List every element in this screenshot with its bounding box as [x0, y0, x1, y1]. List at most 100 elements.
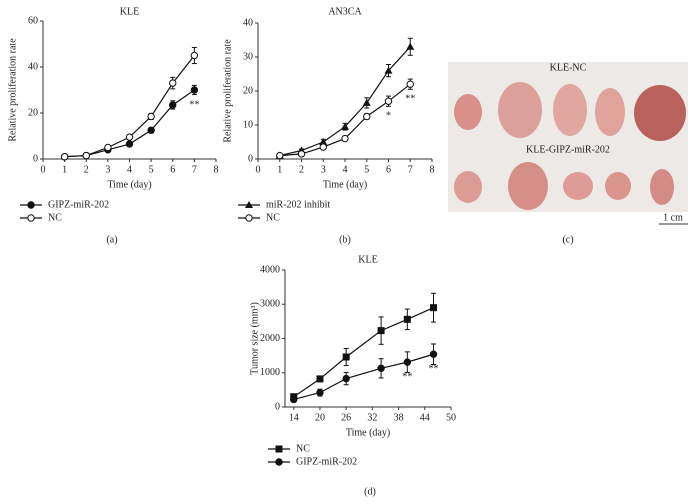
- y-tick-label: 4000: [260, 264, 280, 275]
- marker: [406, 42, 415, 50]
- x-tick-label: 50: [446, 412, 456, 423]
- marker: [377, 327, 385, 335]
- x-tick-label: 7: [408, 164, 413, 175]
- marker: [316, 375, 324, 383]
- x-tick-label: 5: [149, 164, 154, 175]
- legend-marker: [245, 201, 253, 208]
- chart-title: KLE: [120, 6, 139, 17]
- y-tick-label: 0: [33, 153, 38, 164]
- marker: [316, 388, 324, 397]
- marker: [342, 374, 350, 383]
- y-tick-label: 40: [28, 61, 38, 72]
- marker: [104, 143, 112, 152]
- significance-label: **: [405, 93, 415, 104]
- marker: [384, 66, 393, 74]
- y-tick-label: 2000: [260, 333, 280, 344]
- x-tick-label: 7: [192, 164, 197, 175]
- tumor: [508, 162, 548, 210]
- x-tick-label: 4: [343, 164, 348, 175]
- x-tick-label: 44: [420, 412, 430, 423]
- marker: [319, 138, 328, 145]
- marker: [377, 364, 385, 372]
- y-axis-label: Relative proliferation rate: [7, 38, 18, 142]
- legend-label: NC: [266, 212, 280, 223]
- legend-marker: [245, 214, 253, 222]
- marker: [190, 51, 199, 60]
- tumor: [553, 84, 587, 136]
- legend-label: miR-202 inhibit: [266, 199, 330, 210]
- marker: [342, 353, 350, 361]
- tumor: [498, 82, 542, 138]
- tumor: [650, 169, 674, 205]
- marker: [429, 350, 438, 358]
- y-tick-label: 10: [243, 119, 253, 130]
- y-tick-label: 20: [243, 85, 253, 96]
- series-line: [293, 353, 434, 401]
- marker: [290, 395, 298, 404]
- marker: [362, 98, 371, 106]
- y-tick-label: 3000: [260, 299, 280, 310]
- tumor: [454, 171, 482, 203]
- legend-label: NC: [296, 443, 310, 454]
- y-tick-label: 0: [275, 401, 280, 412]
- x-axis-label: Time (day): [107, 179, 151, 190]
- series-line: [293, 307, 434, 398]
- marker: [276, 151, 284, 160]
- marker: [169, 79, 177, 87]
- scale-bar-label: 1 cm: [663, 212, 683, 223]
- marker: [60, 153, 69, 161]
- marker: [363, 112, 371, 121]
- marker: [190, 86, 199, 94]
- significance-label: **: [402, 371, 412, 382]
- x-axis-label: Time (day): [323, 179, 367, 190]
- marker: [147, 112, 155, 121]
- x-tick-label: 1: [62, 164, 67, 175]
- significance-label: **: [429, 364, 439, 375]
- x-tick-label: 0: [256, 164, 261, 175]
- y-tick-label: 0: [248, 153, 253, 164]
- marker: [297, 150, 306, 158]
- marker: [147, 126, 155, 134]
- marker: [169, 101, 177, 109]
- tumor-photo: KLE-NC KLE-GIPZ-miR-202 1 cm (c): [448, 62, 688, 245]
- marker: [403, 358, 412, 366]
- x-tick-label: 20: [315, 412, 325, 423]
- y-tick-label: 1000: [260, 367, 280, 378]
- x-tick-label: 38: [394, 412, 404, 423]
- marker: [384, 97, 393, 105]
- y-axis-label: Tumor size (mm³): [249, 302, 260, 375]
- x-tick-label: 4: [127, 164, 132, 175]
- x-tick-label: 2: [84, 164, 89, 175]
- marker: [341, 134, 349, 143]
- chart-title: AN3CA: [328, 6, 362, 17]
- tumor: [595, 88, 625, 136]
- photo-label: KLE-NC: [550, 62, 587, 73]
- x-axis-label: Time (day): [346, 427, 390, 438]
- x-tick-label: 8: [214, 164, 219, 175]
- x-tick-label: 5: [364, 164, 369, 175]
- x-tick-label: 26: [341, 412, 351, 423]
- y-tick-label: 30: [243, 51, 253, 62]
- marker: [403, 315, 411, 323]
- legend-label: GIPZ-miR-202: [296, 456, 357, 467]
- x-tick-label: 3: [105, 164, 110, 175]
- marker: [125, 140, 134, 148]
- x-tick-label: 8: [430, 164, 435, 175]
- x-tick-label: 3: [321, 164, 326, 175]
- tumor: [454, 94, 482, 130]
- y-tick-label: 60: [28, 15, 38, 26]
- chart-title: KLE: [358, 254, 377, 265]
- marker: [341, 122, 349, 130]
- panel-label: (c): [562, 234, 573, 245]
- marker: [430, 304, 438, 312]
- x-tick-label: 32: [367, 412, 377, 423]
- marker: [319, 143, 327, 151]
- significance-label: *: [386, 110, 391, 121]
- x-tick-label: 6: [386, 164, 391, 175]
- legend-marker: [27, 214, 35, 222]
- panel-label: (a): [106, 234, 117, 245]
- legend-marker: [275, 458, 283, 466]
- x-tick-label: 14: [289, 412, 299, 423]
- significance-label: **: [189, 99, 199, 110]
